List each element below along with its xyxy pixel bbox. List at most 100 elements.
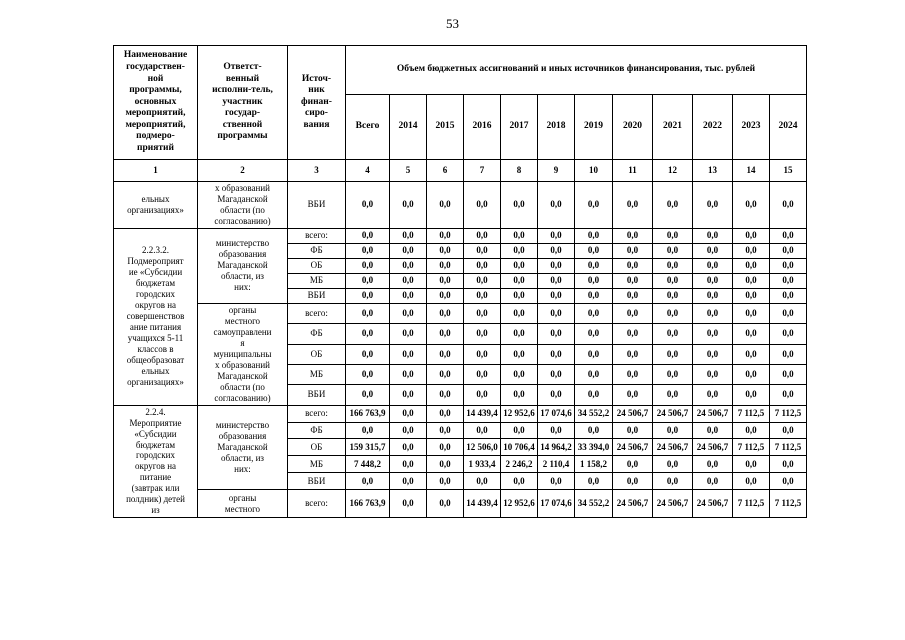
value-cell: 0,0 (389, 287, 427, 304)
value-cell: 0,0 (574, 242, 613, 259)
value-cell: 0,0 (692, 323, 733, 345)
value-cell: 0,0 (574, 323, 613, 345)
value-cell: 0,0 (612, 287, 653, 304)
executor-cell: органы местного самоуправлени я муниципа… (197, 302, 288, 406)
value-cell: 0,0 (500, 363, 538, 386)
value-cell: 0,0 (769, 421, 807, 440)
value-cell: 0,0 (692, 227, 733, 244)
funding-source-cell: всего: (287, 489, 346, 519)
value-cell: 0,0 (389, 227, 427, 244)
value-cell: 0,0 (652, 242, 693, 259)
value-cell: 0,0 (769, 343, 807, 365)
executor-cell: министерство образования Магаданской обл… (197, 227, 288, 304)
value-cell: 0,0 (692, 421, 733, 440)
value-cell: 7 112,5 (732, 404, 770, 423)
value-cell: 166 763,9 (345, 404, 390, 423)
value-cell: 0,0 (500, 227, 538, 244)
value-cell: 14 439,4 (463, 404, 501, 423)
header-column-number: 6 (426, 159, 464, 182)
value-cell: 0,0 (769, 302, 807, 325)
value-cell: 0,0 (389, 363, 427, 386)
value-cell: 0,0 (389, 302, 427, 325)
value-cell: 2 110,4 (537, 455, 575, 474)
header-row-numbers: 1 2 3 4 5 6 7 8 9 10 11 12 13 14 15 (113, 159, 807, 182)
value-cell: 0,0 (389, 272, 427, 289)
table-row: 2.2.4. Мероприятие «Субсидии бюджетам го… (113, 404, 807, 519)
value-cell: 0,0 (732, 287, 770, 304)
value-cell: 0,0 (500, 181, 538, 229)
funding-source-cell: ВБИ (287, 384, 346, 406)
value-cell: 0,0 (652, 257, 693, 274)
value-cell: 0,0 (426, 227, 464, 244)
value-cell: 0,0 (463, 302, 501, 325)
funding-source-cell: ВБИ (287, 472, 346, 491)
value-cell: 0,0 (500, 242, 538, 259)
value-cell: 0,0 (463, 287, 501, 304)
value-cell: 0,0 (389, 384, 427, 406)
value-cell: 0,0 (652, 343, 693, 365)
value-cell: 0,0 (574, 227, 613, 244)
header-year-column: 2015 (426, 94, 464, 160)
value-cell: 0,0 (345, 343, 390, 365)
value-cell: 0,0 (612, 363, 653, 386)
executor-cell: х образований Магаданской области (по со… (197, 181, 288, 229)
value-cell: 0,0 (500, 421, 538, 440)
table-row: 2.2.3.2. Подмероприят ие «Субсидии бюдже… (113, 227, 807, 406)
value-cell: 0,0 (426, 363, 464, 386)
header-column-number: 4 (345, 159, 390, 182)
value-cell: 0,0 (426, 438, 464, 457)
value-cell: 0,0 (692, 302, 733, 325)
value-cell: 24 506,7 (612, 438, 653, 457)
header-year-column: 2018 (537, 94, 575, 160)
header-year-column: 2024 (769, 94, 807, 160)
value-cell: 7 112,5 (732, 438, 770, 457)
value-cell: 0,0 (612, 472, 653, 491)
value-cell: 34 552,2 (574, 489, 613, 519)
value-cell: 0,0 (500, 287, 538, 304)
table-row: ельных организациях» х образований Магада… (113, 181, 807, 229)
value-cell: 0,0 (426, 384, 464, 406)
value-cell: 0,0 (652, 323, 693, 345)
funding-source-cell: ОБ (287, 438, 346, 457)
value-cell: 0,0 (769, 287, 807, 304)
value-cell: 0,0 (389, 323, 427, 345)
value-cell: 0,0 (345, 227, 390, 244)
value-cell: 0,0 (537, 302, 575, 325)
header-column-number: 11 (612, 159, 653, 182)
value-cell: 0,0 (652, 472, 693, 491)
value-cell: 0,0 (537, 227, 575, 244)
value-cell: 0,0 (426, 302, 464, 325)
funding-source-cell: ФБ (287, 242, 346, 259)
value-cell: 0,0 (652, 181, 693, 229)
program-cell: 2.2.3.2. Подмероприят ие «Субсидии бюдже… (113, 227, 198, 406)
header-year-column: Всего (345, 94, 390, 160)
value-cell: 0,0 (345, 302, 390, 325)
value-cell: 0,0 (732, 455, 770, 474)
funding-source-cell: ОБ (287, 343, 346, 365)
value-cell: 0,0 (769, 272, 807, 289)
value-cell: 0,0 (769, 181, 807, 229)
header-year-column: 2016 (463, 94, 501, 160)
value-cell: 0,0 (426, 404, 464, 423)
header-column-number: 1 (113, 159, 198, 182)
value-cell: 0,0 (389, 343, 427, 365)
value-cell: 0,0 (652, 455, 693, 474)
header-year-column: 2020 (612, 94, 653, 160)
header-group-title: Объем бюджетных ассигнований и иных исто… (345, 45, 807, 95)
value-cell: 0,0 (732, 227, 770, 244)
value-cell: 0,0 (345, 472, 390, 491)
table-row: ОБ 159 315,7 0,0 0,0 12 506,0 10 706,4 14 964,… (114, 438, 807, 457)
value-cell: 0,0 (537, 287, 575, 304)
table-row: ВБИ 0,0 0,0 0,0 0,0 0,0 0,0 0,0 0,0 0,0 0,0 0,0 0,0 (114, 472, 807, 491)
value-cell: 0,0 (345, 323, 390, 345)
header-source: Источ- ник финан- сиро- вания (287, 45, 346, 160)
funding-source-cell: МБ (287, 455, 346, 474)
value-cell: 0,0 (732, 257, 770, 274)
value-cell: 14 439,4 (463, 489, 501, 519)
value-cell: 0,0 (574, 272, 613, 289)
value-cell: 33 394,0 (574, 438, 613, 457)
value-cell: 7 448,2 (345, 455, 390, 474)
value-cell: 0,0 (612, 323, 653, 345)
value-cell: 0,0 (389, 181, 427, 229)
value-cell: 0,0 (389, 257, 427, 274)
